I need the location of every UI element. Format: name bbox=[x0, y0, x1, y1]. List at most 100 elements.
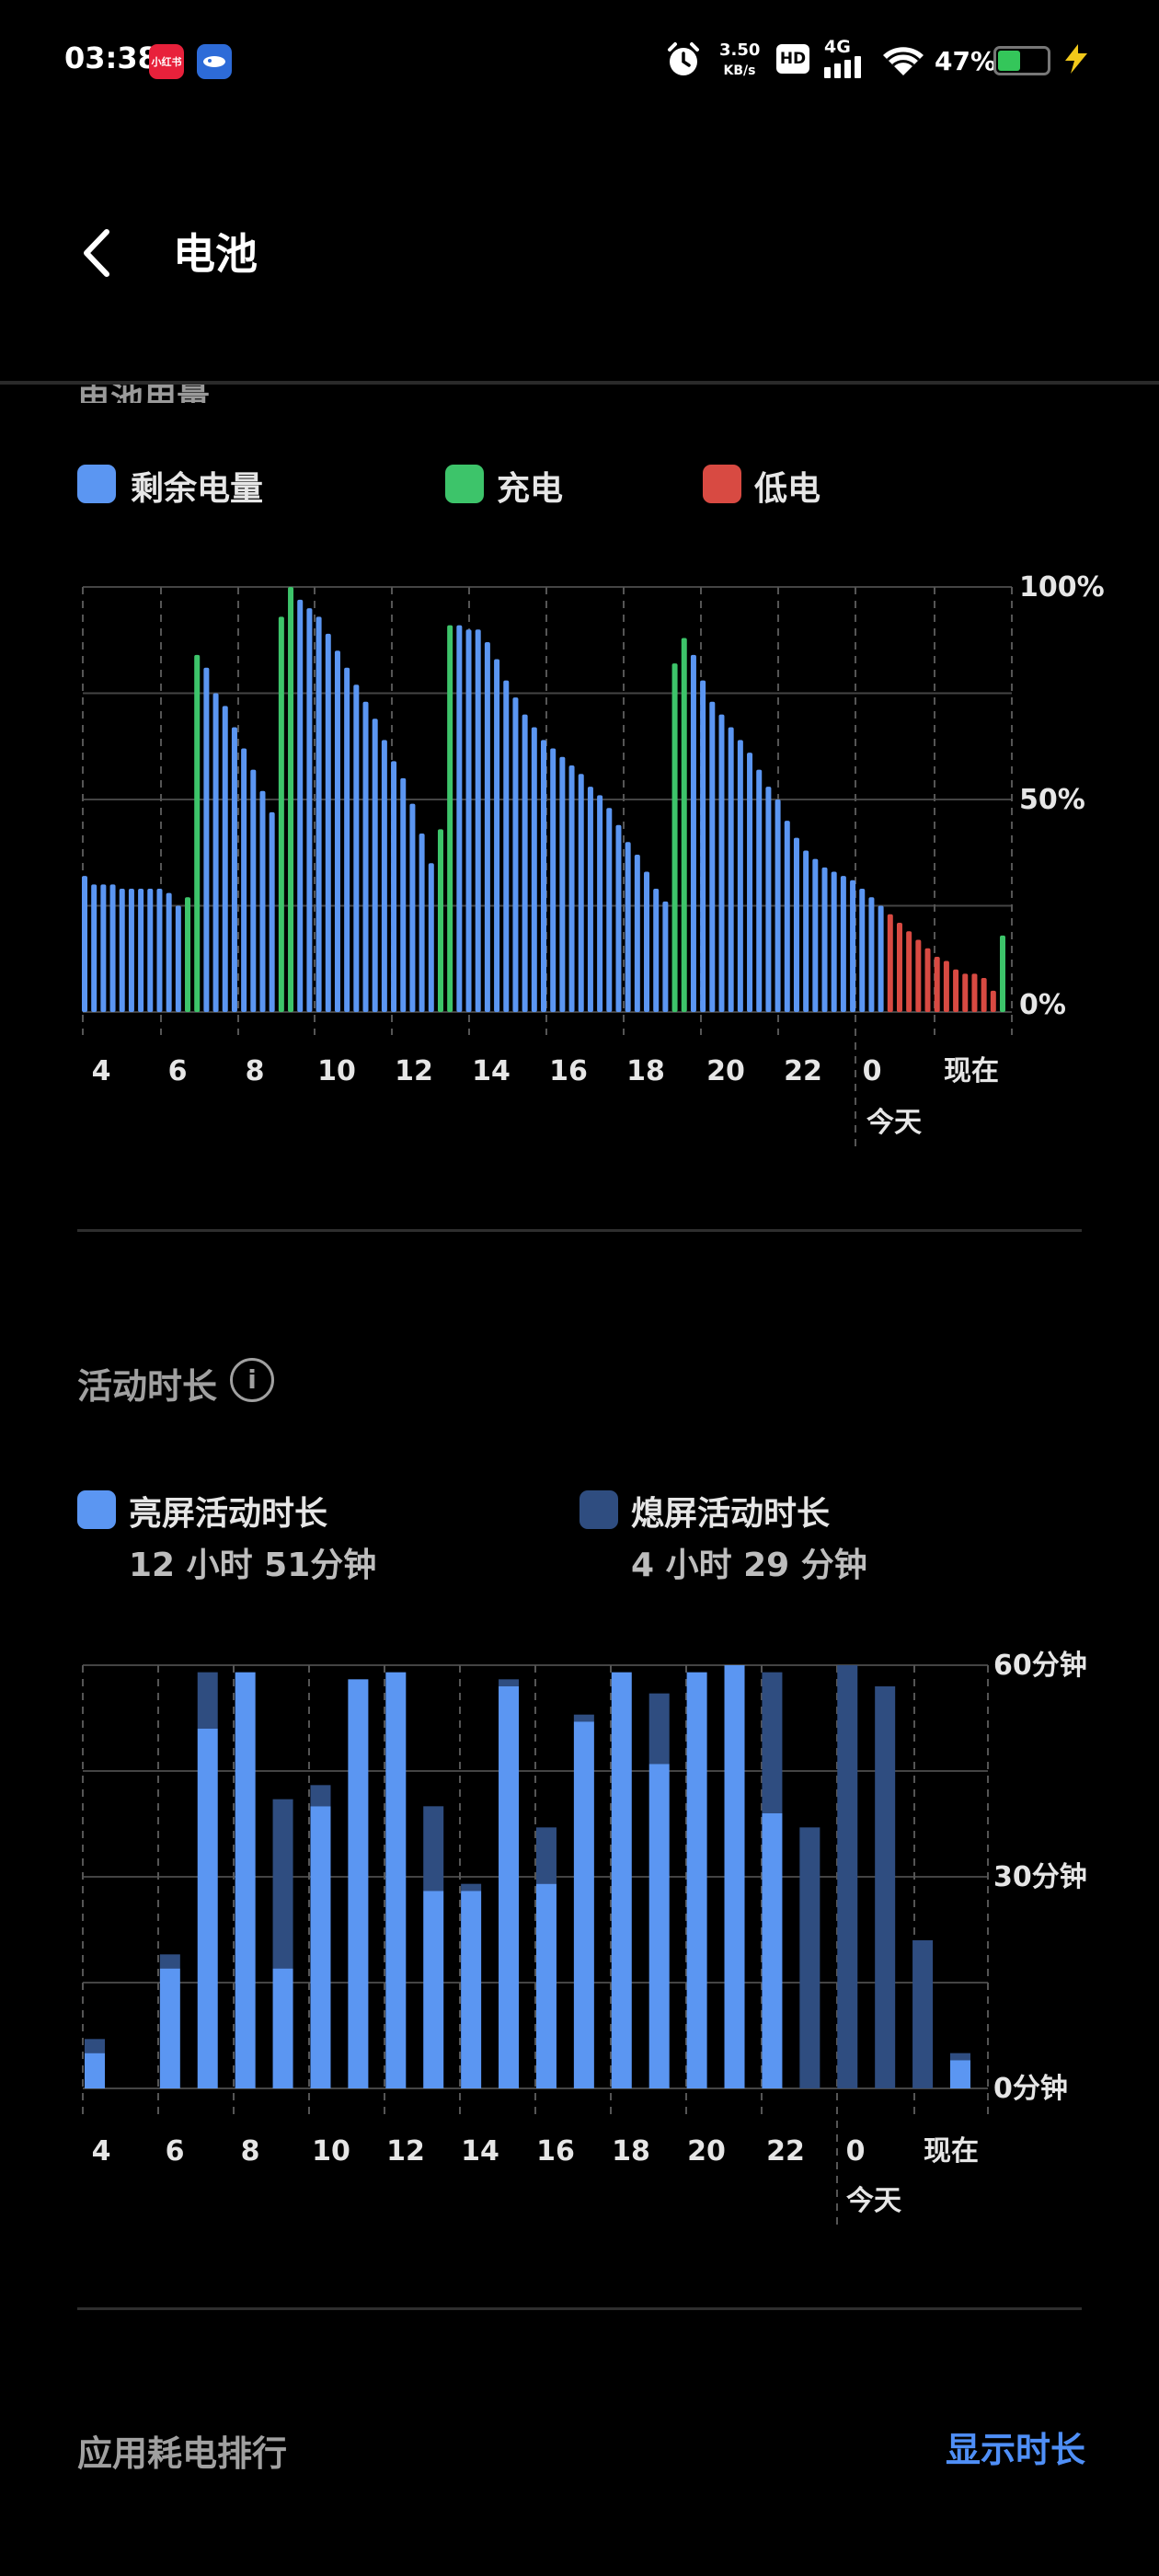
battery-bar bbox=[850, 880, 856, 1012]
battery-bar bbox=[578, 774, 584, 1012]
legend-swatch-remaining bbox=[77, 465, 116, 503]
battery-bar bbox=[362, 701, 369, 1012]
screen-on-bar bbox=[159, 1968, 180, 2088]
legend-swatch-screen-off bbox=[580, 1490, 618, 1529]
screen-off-bar bbox=[950, 2053, 970, 2061]
battery-bar bbox=[756, 769, 763, 1012]
battery-bar bbox=[878, 905, 884, 1012]
battery-bar bbox=[484, 642, 490, 1012]
app-ranking-title: 应用耗电排行 bbox=[77, 2433, 288, 2474]
battery-bar bbox=[269, 811, 275, 1012]
screen-on-bar bbox=[686, 1672, 707, 2088]
x-tick-label: 4 bbox=[92, 1055, 111, 1087]
x-tick-label: 6 bbox=[168, 1055, 188, 1087]
battery-bar bbox=[531, 727, 537, 1012]
battery-bar bbox=[128, 889, 134, 1012]
battery-bar bbox=[568, 765, 575, 1012]
screen-on-bar bbox=[648, 1764, 670, 2088]
battery-percent: 47% bbox=[935, 46, 997, 76]
hd-icon: HD bbox=[776, 44, 809, 74]
battery-bar bbox=[288, 587, 294, 1012]
battery-bar bbox=[203, 667, 210, 1012]
battery-bar bbox=[522, 714, 528, 1012]
battery-bar bbox=[793, 837, 799, 1012]
network-speed: 3.50 KB/s bbox=[719, 40, 761, 78]
battery-bar bbox=[943, 960, 949, 1012]
battery-bar bbox=[344, 667, 350, 1012]
battery-bar bbox=[419, 833, 425, 1012]
battery-bar bbox=[934, 956, 940, 1012]
x-tick-label: 16 bbox=[536, 2135, 575, 2168]
screen-off-bar bbox=[648, 1693, 670, 1765]
battery-bar bbox=[821, 867, 828, 1012]
battery-bar bbox=[119, 889, 125, 1012]
screen-on-bar bbox=[950, 2060, 970, 2088]
battery-bar bbox=[924, 948, 931, 1012]
y-tick-label: 30分钟 bbox=[993, 1861, 1087, 1893]
x-tick-label: 22 bbox=[766, 2135, 805, 2168]
battery-bar bbox=[447, 625, 453, 1012]
x-tick-label: 12 bbox=[395, 1055, 433, 1087]
legend-label-screen-off: 熄屏活动时长 bbox=[631, 1495, 831, 1533]
battery-bar bbox=[990, 990, 996, 1012]
info-icon[interactable]: i bbox=[230, 1358, 274, 1402]
x-tick-label: 16 bbox=[549, 1055, 588, 1087]
battery-bar bbox=[391, 761, 397, 1012]
battery-bar bbox=[222, 706, 228, 1012]
screen-on-bar bbox=[348, 1679, 369, 2088]
battery-bar bbox=[91, 884, 98, 1012]
chevron-left-icon bbox=[84, 229, 109, 277]
x-tick-label: 20 bbox=[706, 1055, 745, 1087]
battery-bar bbox=[372, 719, 378, 1012]
alarm-icon bbox=[664, 40, 703, 83]
x-tick-label: 6 bbox=[166, 2135, 185, 2168]
battery-bar bbox=[765, 787, 772, 1012]
legend-label-remaining: 剩余电量 bbox=[131, 470, 264, 508]
battery-bar bbox=[625, 842, 631, 1012]
battery-bar bbox=[166, 892, 172, 1012]
battery-bar bbox=[456, 625, 463, 1012]
battery-bar bbox=[138, 889, 144, 1012]
battery-bar bbox=[953, 969, 959, 1012]
battery-bar bbox=[812, 858, 819, 1012]
screen-off-bar bbox=[799, 1827, 820, 2088]
legend-swatch-low bbox=[703, 465, 741, 503]
x-tick-label: 12 bbox=[386, 2135, 425, 2168]
battery-bar bbox=[644, 871, 650, 1012]
battery-bar bbox=[737, 740, 743, 1012]
y-tick-label: 100% bbox=[1019, 571, 1105, 604]
battery-bar bbox=[662, 901, 669, 1012]
activity-title: 活动时长 bbox=[77, 1366, 218, 1407]
screen-on-bar bbox=[235, 1672, 256, 2088]
battery-bar bbox=[906, 931, 912, 1012]
y-tick-label: 50% bbox=[1019, 784, 1085, 816]
section-divider bbox=[77, 1229, 1082, 1232]
x-tick-label: 0 bbox=[846, 2135, 866, 2168]
battery-bar bbox=[718, 714, 725, 1012]
screen-on-bar bbox=[85, 2053, 105, 2088]
battery-bar bbox=[334, 650, 340, 1012]
battery-bar bbox=[316, 616, 322, 1012]
battery-bar bbox=[185, 897, 191, 1012]
screen-off-bar bbox=[912, 1940, 934, 2088]
battery-bar bbox=[700, 680, 706, 1012]
battery-bar bbox=[550, 748, 557, 1012]
screen-on-bar bbox=[573, 1721, 594, 2088]
screen-on-bar bbox=[535, 1883, 557, 2088]
battery-bar bbox=[437, 829, 443, 1012]
battery-bar bbox=[147, 889, 154, 1012]
battery-bar bbox=[887, 914, 893, 1012]
legend-value-screen-on: 12 小时 51分钟 bbox=[129, 1547, 377, 1584]
battery-bar bbox=[250, 769, 257, 1012]
section-divider bbox=[77, 2307, 1082, 2310]
battery-bar bbox=[259, 790, 266, 1012]
x-tick-label: 18 bbox=[612, 2135, 650, 2168]
battery-bar bbox=[587, 787, 593, 1012]
show-duration-button[interactable]: 显示时长 bbox=[946, 2430, 1086, 2470]
back-button[interactable] bbox=[74, 221, 129, 285]
x-tick-label: 14 bbox=[461, 2135, 499, 2168]
header-divider bbox=[0, 381, 1159, 385]
y-tick-label: 0% bbox=[1019, 989, 1066, 1021]
